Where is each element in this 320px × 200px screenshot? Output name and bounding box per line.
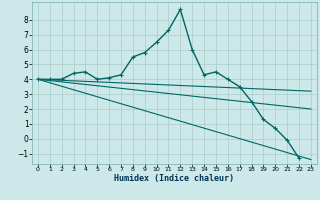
- X-axis label: Humidex (Indice chaleur): Humidex (Indice chaleur): [115, 174, 234, 183]
